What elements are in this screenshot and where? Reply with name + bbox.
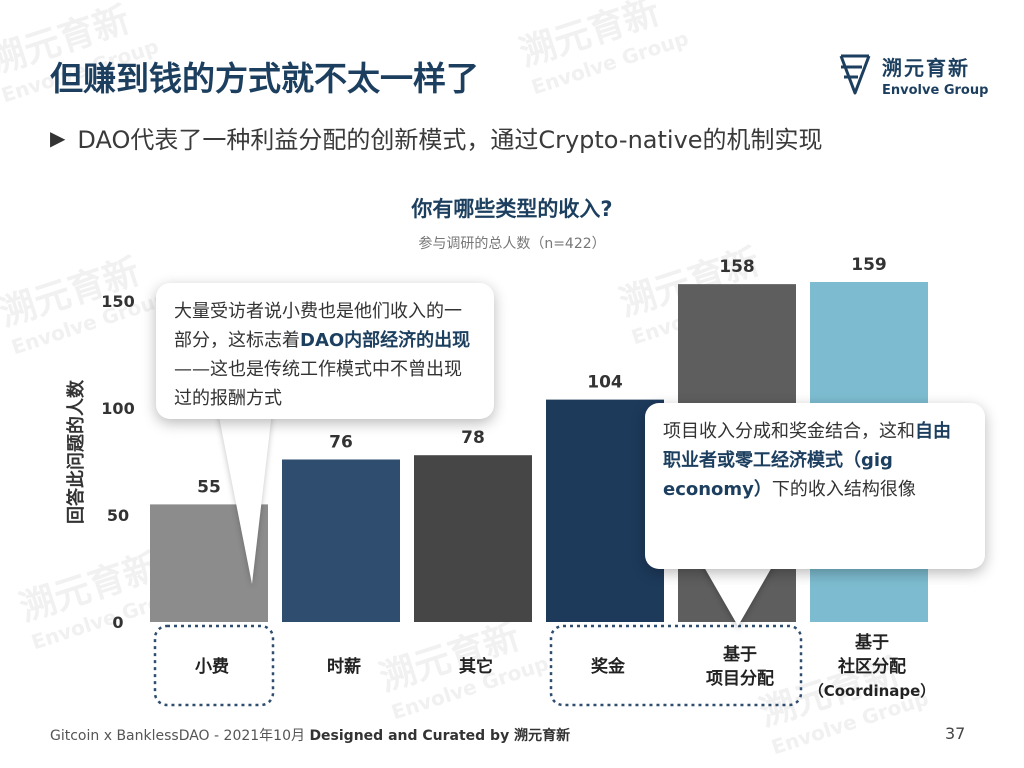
- data-label: 158: [719, 257, 755, 277]
- x-tick-label: 其它: [459, 656, 493, 677]
- callout-tips-note: 大量受访者说小费也是他们收入的一部分，这标志着DAO内部经济的出现 ——这也是传统…: [156, 283, 494, 419]
- y-tick-label: 150: [101, 292, 134, 311]
- x-tick-label: 社区分配: [837, 656, 906, 677]
- company-logo: 溯元育新 Envolve Group: [838, 52, 988, 98]
- callout-text: ——这也是传统工作模式中不曾出现过的报酬方式: [174, 359, 462, 409]
- callout-highlight: DAO内部经济的出现: [300, 330, 471, 351]
- callout-text: 项目收入分成和奖金结合，这和: [663, 421, 915, 442]
- bar: [414, 455, 532, 622]
- slide-title: 但赚到钱的方式就不太一样了: [50, 59, 479, 98]
- callout-gig-note: 项目收入分成和奖金结合，这和自由职业者或零工经济模式（gig economy）下…: [645, 403, 985, 569]
- y-tick-label: 50: [107, 506, 129, 525]
- footer-designer: Designed and Curated by 溯元育新: [309, 728, 571, 744]
- x-tick-label: 时薪: [327, 657, 361, 677]
- data-label: 55: [197, 477, 221, 497]
- x-tick-label: 奖金: [591, 656, 626, 677]
- data-label: 76: [329, 432, 353, 452]
- data-label: 78: [461, 428, 485, 448]
- bar: [546, 399, 664, 622]
- x-tick-label: 项目分配: [706, 669, 774, 689]
- footer-prefix: Gitcoin x BanklessDAO - 2021年10月: [50, 728, 310, 744]
- data-label: 104: [587, 373, 623, 393]
- y-axis-label: 回答此问题的人数: [65, 379, 87, 524]
- callout-text: 下的收入结构很像: [771, 479, 916, 500]
- chart-title: 你有哪些类型的收入?: [411, 197, 613, 221]
- x-tick-label: 基于: [722, 644, 757, 665]
- callout-text: 大量受访者说小费也是他们收入的一部分，这标志着: [174, 301, 462, 351]
- y-tick-label: 100: [101, 399, 134, 418]
- category-highlight-box: [549, 624, 803, 707]
- slide-subtitle-text: DAO代表了一种利益分配的创新模式，通过Crypto-native的机制实现: [77, 126, 823, 154]
- page-number: 37: [945, 724, 966, 743]
- logo-name-en: Envolve Group: [882, 83, 989, 98]
- logo-name-cn: 溯元育新: [882, 56, 970, 80]
- footer-credit: Gitcoin x BanklessDAO - 2021年10月 Designe…: [50, 725, 570, 745]
- logo-text: 溯元育新 Envolve Group: [882, 52, 988, 98]
- category-highlight-box: [153, 624, 275, 707]
- y-tick-label: 0: [112, 613, 123, 632]
- bar: [282, 459, 400, 622]
- x-tick-label: （Coordinape）: [809, 682, 936, 700]
- x-tick-label: 小费: [195, 656, 229, 677]
- data-label: 159: [851, 255, 887, 275]
- slide-subtitle: ▶ DAO代表了一种利益分配的创新模式，通过Crypto-native的机制实现: [50, 120, 823, 155]
- callout-highlight: 自由职业者或零工经济模式（gig economy）: [663, 421, 951, 500]
- bullet-arrow-icon: ▶: [50, 125, 66, 150]
- x-tick-label: 基于: [854, 632, 889, 653]
- chart-subtitle: 参与调研的总人数（n=422）: [418, 236, 606, 252]
- envolve-logo-icon: [839, 54, 871, 95]
